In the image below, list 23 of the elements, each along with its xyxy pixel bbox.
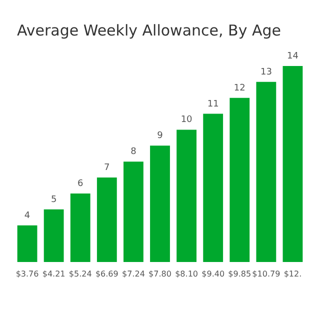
x-tick-label: $9.85	[228, 270, 252, 278]
data-label: 5	[50, 194, 57, 205]
x-tick-label: $10.79	[252, 270, 280, 278]
x-tick-label: $7.24	[122, 270, 145, 278]
data-label: 11	[207, 99, 219, 110]
x-tick-label: $6.69	[95, 270, 118, 278]
data-label: 8	[130, 147, 137, 158]
data-label: 9	[157, 131, 164, 142]
data-label: 10	[180, 115, 193, 126]
data-label: 6	[77, 178, 84, 189]
data-label: 4	[24, 210, 30, 221]
x-tick-label: $5.24	[68, 270, 92, 278]
x-tick-label: $9.40	[202, 270, 225, 278]
x-tick-label: $3.76	[16, 270, 39, 278]
data-label: 12	[234, 83, 246, 94]
chart-title: Average Weekly Allowance, By Age	[17, 22, 281, 40]
x-tick-label: $7.80	[148, 270, 172, 278]
x-tick-label: $4.21	[42, 270, 66, 278]
x-tick-label: $12.	[284, 270, 302, 278]
data-label: 13	[260, 67, 272, 78]
data-label: 7	[104, 163, 110, 174]
x-tick-label: $8.10	[175, 270, 198, 278]
data-label: 14	[287, 52, 299, 62]
